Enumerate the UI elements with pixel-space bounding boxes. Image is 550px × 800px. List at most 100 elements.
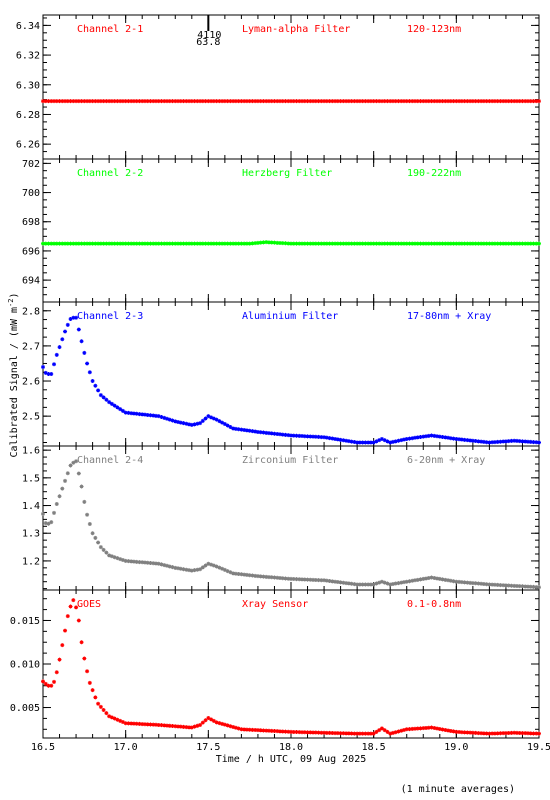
data-point bbox=[435, 576, 440, 581]
data-point bbox=[443, 727, 448, 732]
data-point bbox=[479, 99, 484, 104]
data-point bbox=[203, 241, 208, 246]
data-point bbox=[338, 99, 343, 104]
data-point bbox=[137, 99, 142, 104]
data-point bbox=[443, 99, 448, 104]
data-point bbox=[512, 438, 517, 443]
data-point bbox=[473, 581, 478, 586]
data-point bbox=[457, 579, 462, 584]
data-point bbox=[399, 580, 404, 585]
data-point bbox=[41, 241, 45, 246]
data-point bbox=[109, 241, 114, 246]
data-point bbox=[490, 99, 495, 104]
data-point bbox=[319, 99, 324, 104]
data-point bbox=[333, 579, 338, 584]
data-point bbox=[388, 241, 393, 246]
data-point bbox=[176, 724, 181, 729]
data-point bbox=[118, 718, 123, 723]
x-tick-label: 18.5 bbox=[362, 742, 386, 753]
data-point bbox=[137, 721, 142, 726]
data-point bbox=[134, 559, 139, 564]
data-point bbox=[76, 618, 81, 623]
data-point bbox=[225, 241, 230, 246]
data-point bbox=[355, 582, 360, 587]
data-point bbox=[225, 99, 230, 104]
y-axis-title: Calibrated Signal / (mW m-2) bbox=[7, 293, 20, 458]
data-point bbox=[352, 582, 357, 587]
data-point bbox=[220, 721, 225, 726]
data-point bbox=[399, 99, 404, 104]
data-point bbox=[90, 688, 95, 693]
data-point bbox=[352, 241, 357, 246]
panel-band-label: 0.1-0.8nm bbox=[407, 599, 461, 610]
data-point bbox=[443, 435, 448, 440]
data-point bbox=[275, 240, 280, 245]
data-point bbox=[236, 726, 241, 731]
data-point bbox=[126, 241, 131, 246]
data-point bbox=[52, 241, 57, 246]
data-point bbox=[531, 731, 536, 736]
data-point bbox=[498, 731, 503, 736]
data-point bbox=[297, 730, 302, 735]
y-tick-label: 0.010 bbox=[10, 660, 40, 671]
data-point bbox=[531, 241, 536, 246]
data-point bbox=[468, 99, 473, 104]
data-point bbox=[291, 433, 296, 438]
data-point bbox=[517, 730, 522, 735]
data-point bbox=[426, 725, 431, 730]
data-point bbox=[327, 436, 332, 441]
data-point bbox=[286, 433, 291, 438]
data-point bbox=[189, 99, 194, 104]
data-point bbox=[349, 439, 354, 444]
data-point bbox=[308, 434, 313, 439]
data-point bbox=[109, 99, 114, 104]
data-point bbox=[49, 241, 54, 246]
data-point bbox=[523, 99, 528, 104]
data-point bbox=[242, 241, 247, 246]
data-point bbox=[162, 415, 167, 420]
data-point bbox=[272, 575, 277, 580]
data-point bbox=[415, 435, 420, 440]
data-point bbox=[71, 241, 76, 246]
data-point bbox=[247, 573, 252, 578]
data-point bbox=[253, 241, 258, 246]
data-point bbox=[54, 352, 59, 357]
data-point bbox=[142, 722, 147, 727]
y-tick-label: 2.8 bbox=[22, 306, 40, 317]
data-point bbox=[473, 439, 478, 444]
data-point bbox=[506, 583, 511, 588]
data-point bbox=[272, 240, 277, 245]
data-point bbox=[311, 241, 316, 246]
data-point bbox=[266, 728, 271, 733]
data-point bbox=[479, 581, 484, 586]
data-point bbox=[462, 241, 467, 246]
data-point bbox=[244, 241, 249, 246]
y-tick-label: 698 bbox=[22, 217, 40, 228]
data-point bbox=[233, 241, 238, 246]
data-point bbox=[107, 714, 112, 719]
data-point bbox=[495, 439, 500, 444]
data-point bbox=[159, 562, 164, 567]
data-point bbox=[54, 502, 59, 506]
data-point bbox=[396, 729, 401, 734]
data-point bbox=[134, 99, 139, 104]
data-point bbox=[107, 553, 112, 558]
series-points bbox=[41, 99, 541, 104]
data-point bbox=[473, 730, 478, 735]
data-point bbox=[495, 241, 500, 246]
data-point bbox=[98, 393, 103, 398]
data-point bbox=[126, 410, 131, 415]
data-point bbox=[198, 241, 203, 246]
data-point bbox=[90, 241, 95, 246]
data-point bbox=[371, 582, 376, 587]
data-point bbox=[440, 577, 445, 582]
data-point bbox=[272, 729, 277, 734]
data-point bbox=[305, 434, 310, 439]
data-point bbox=[374, 241, 379, 246]
data-point bbox=[173, 724, 178, 729]
data-point bbox=[277, 576, 282, 580]
data-point bbox=[228, 424, 233, 429]
data-point bbox=[211, 718, 216, 723]
data-point bbox=[322, 99, 327, 104]
data-point bbox=[247, 727, 252, 732]
